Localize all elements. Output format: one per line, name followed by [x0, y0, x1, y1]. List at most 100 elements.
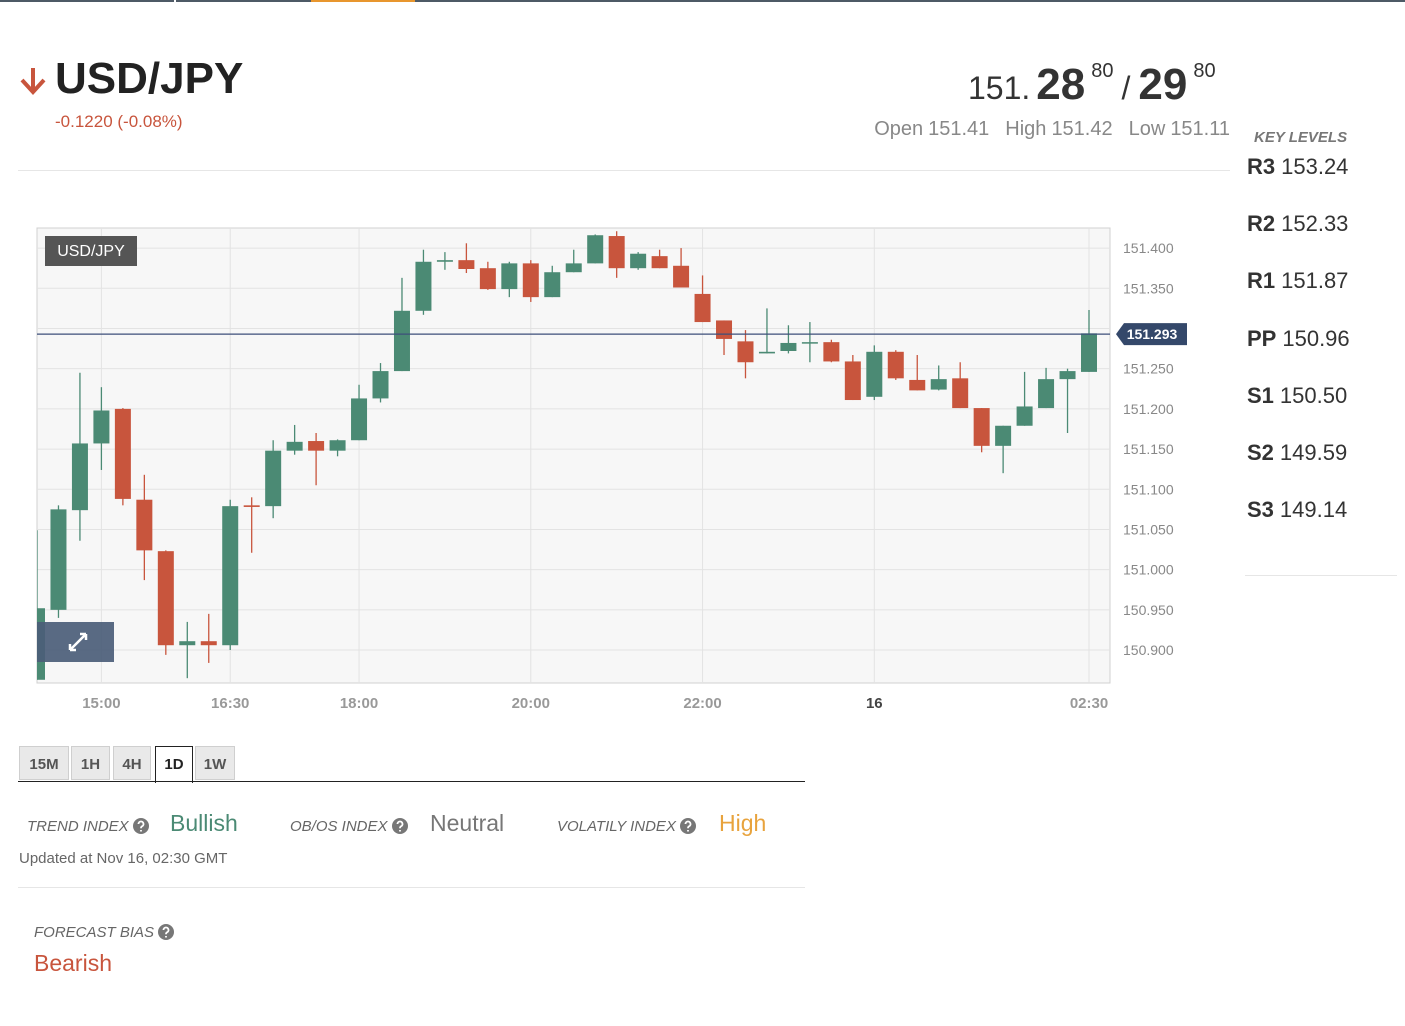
- chart-title: USD/JPY: [57, 243, 125, 260]
- key-level-value: 149.14: [1279, 497, 1348, 523]
- updated: Updated at Nov 16, 02:30 GMT: [19, 850, 228, 867]
- candle-body: [71, 443, 88, 511]
- key-level-label: S2: [1247, 440, 1274, 465]
- timeframe-tab[interactable]: 4H: [113, 746, 151, 780]
- index-label-text: VOLATILY INDEX: [557, 818, 676, 835]
- key-level: S1 150.50: [1247, 383, 1347, 409]
- expand-button[interactable]: [37, 622, 114, 662]
- plot-area: [36, 227, 1111, 684]
- timeframe-tab[interactable]: 15M: [19, 746, 69, 780]
- ohlc-label: Open: [874, 118, 924, 140]
- help-icon[interactable]: [158, 924, 175, 940]
- key-level: S3 149.14: [1247, 497, 1347, 523]
- top-bar: [0, 0, 1405, 2]
- key-level: PP 150.96: [1247, 326, 1350, 352]
- index-value: Neutral: [430, 810, 505, 836]
- key-level-label: R3: [1247, 154, 1276, 179]
- candle-body: [50, 509, 67, 610]
- quote: 151. 28 80/29 80: [968, 60, 1216, 110]
- key-level-value: 150.96: [1282, 325, 1350, 351]
- ohlc-item: High 151.42: [1005, 118, 1112, 140]
- help-icon[interactable]: [391, 818, 408, 834]
- separator: [18, 170, 1230, 171]
- key-level-value: 151.87: [1281, 268, 1349, 294]
- ohlc-item: Open 151.41: [874, 118, 989, 140]
- candle-body: [780, 342, 797, 351]
- candle-body: [608, 236, 625, 269]
- index-label: TREND INDEX: [27, 818, 149, 835]
- symbol: USD/JPY: [55, 54, 244, 103]
- x-tick-label: 18:00: [340, 695, 378, 712]
- candle-body: [436, 260, 453, 262]
- forecast-label-text: FORECAST BIAS: [34, 924, 155, 941]
- symbol-badge: [45, 236, 137, 266]
- key-level-label: S1: [1247, 382, 1274, 408]
- candle-body: [651, 256, 668, 269]
- key-level: R2 152.33: [1247, 211, 1348, 237]
- candle-body: [587, 235, 604, 264]
- y-tick-label: 150.950: [1123, 602, 1174, 618]
- x-tick-label: 20:00: [512, 695, 550, 712]
- candle-body: [372, 371, 389, 399]
- chart: 150.900150.950151.000151.050151.100151.1…: [20, 68, 1187, 712]
- index-label-text: OB/OS INDEX: [290, 818, 388, 835]
- y-tick-label: 151.350: [1123, 280, 1174, 296]
- key-level-label: S3: [1247, 497, 1274, 523]
- key-level: S2 149.59: [1247, 440, 1347, 466]
- x-tick-label: 16: [866, 695, 883, 712]
- ask-fraction: 80: [1193, 60, 1216, 82]
- candle-body: [758, 351, 775, 354]
- candle-body: [243, 505, 260, 507]
- tab-line: [18, 781, 805, 782]
- candle-body: [630, 253, 647, 269]
- index-value: High: [719, 810, 767, 836]
- candle-body: [716, 320, 733, 339]
- ohlc-value: 151.11: [1170, 118, 1230, 140]
- help-icon[interactable]: [679, 818, 696, 834]
- timeframe-tab[interactable]: 1W: [195, 746, 235, 780]
- candle-body: [329, 440, 346, 451]
- candle-body: [995, 425, 1012, 446]
- index-label: OB/OS INDEX: [290, 818, 408, 835]
- ohlc-label: High: [1005, 118, 1047, 140]
- timeframe-tab[interactable]: 1H: [71, 746, 110, 780]
- quote-separator: /: [1121, 70, 1131, 106]
- candle-body: [393, 310, 410, 372]
- key-level: R1 151.87: [1247, 268, 1348, 294]
- key-level-label: R2: [1247, 211, 1276, 237]
- separator: [18, 887, 805, 888]
- quote-big: 151.: [968, 70, 1031, 106]
- timeframe-tab[interactable]: 1D: [155, 746, 193, 783]
- candle-body: [801, 342, 818, 344]
- down-arrow: [20, 68, 46, 95]
- ohlc: Open 151.41 High 151.42 Low 151.11: [874, 118, 1230, 141]
- help-icon[interactable]: [132, 818, 149, 834]
- candle-body: [866, 351, 883, 397]
- candle-body: [458, 260, 475, 269]
- candle-body: [930, 379, 947, 390]
- candle-body: [673, 265, 690, 288]
- candle-body: [565, 263, 582, 273]
- candle-body: [179, 641, 196, 646]
- candle-body: [694, 293, 711, 323]
- candle-body: [479, 268, 496, 290]
- forecast-label: FORECAST BIAS: [34, 924, 175, 941]
- index-label-text: TREND INDEX: [27, 818, 129, 835]
- y-tick-label: 151.050: [1123, 521, 1174, 537]
- candle-body: [1059, 371, 1076, 380]
- candle-body: [1016, 406, 1033, 426]
- ask-pips: 29: [1138, 60, 1188, 109]
- candle-body: [501, 263, 518, 290]
- y-tick-label: 151.150: [1123, 441, 1174, 457]
- candle-body: [1081, 333, 1097, 372]
- candle-body: [286, 441, 303, 451]
- candle-body: [93, 410, 110, 444]
- ohlc-value: 151.41: [928, 118, 990, 140]
- y-tick-label: 151.200: [1123, 401, 1174, 417]
- candle-body: [265, 450, 282, 507]
- ohlc-label: Low: [1128, 118, 1166, 140]
- key-level-value: 149.59: [1279, 440, 1348, 465]
- index-value: Bullish: [170, 810, 238, 836]
- candle-body: [1038, 379, 1055, 409]
- candle-body: [909, 379, 926, 391]
